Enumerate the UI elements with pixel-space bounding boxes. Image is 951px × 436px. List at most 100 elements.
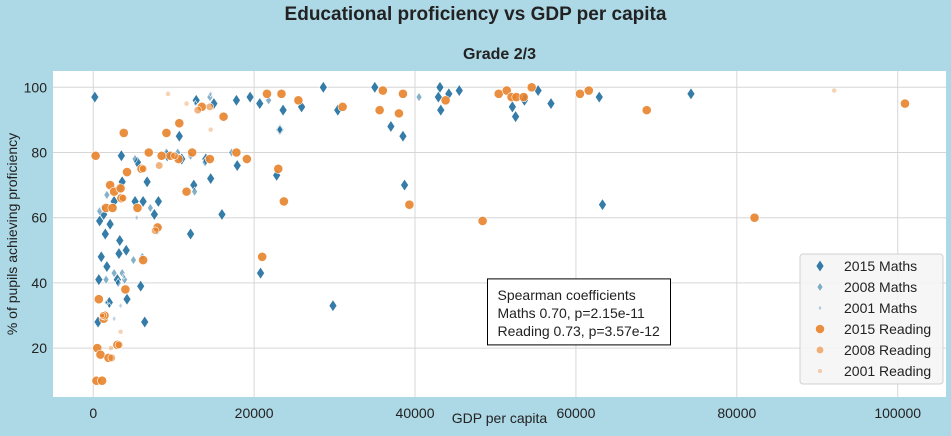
data-point (193, 100, 198, 108)
legend-marker (817, 304, 823, 312)
data-point (232, 158, 242, 173)
data-point (900, 98, 910, 109)
legend-label: 2008 Maths (844, 279, 917, 295)
x-tick-label: 80000 (717, 405, 756, 421)
data-point (118, 128, 129, 138)
data-point (278, 196, 289, 207)
figure-title: Educational proficiency vs GDP per capit… (284, 4, 667, 25)
data-point (207, 126, 214, 133)
data-point (174, 129, 184, 143)
data-point (118, 267, 126, 279)
data-point (831, 87, 838, 94)
data-point (115, 183, 126, 194)
data-point (96, 250, 106, 264)
data-point (107, 203, 118, 213)
data-point (110, 267, 118, 279)
data-point (165, 90, 171, 97)
data-point (99, 312, 105, 319)
legend-label: 2015 Reading (844, 321, 931, 337)
data-point (121, 272, 127, 280)
data-point (120, 284, 131, 295)
data-points (90, 80, 910, 386)
data-point (138, 255, 149, 265)
data-point (477, 216, 488, 226)
data-point (435, 80, 445, 94)
data-point (245, 90, 255, 104)
data-point (328, 299, 338, 313)
y-tick-label: 20 (31, 340, 47, 356)
data-point (400, 178, 409, 192)
data-point (102, 260, 112, 274)
data-point (374, 105, 385, 116)
data-point (232, 93, 241, 107)
data-point (440, 95, 451, 106)
legend-label: 2001 Maths (844, 300, 917, 316)
legend-box (799, 253, 944, 385)
data-point (107, 353, 116, 362)
grid-lines (53, 71, 946, 397)
data-point (191, 93, 201, 107)
data-point (90, 150, 101, 161)
data-point (156, 150, 167, 161)
legend: 2015 Maths 2008 Maths 2001 Maths 2015 Readi… (799, 253, 944, 385)
data-point (204, 154, 215, 164)
y-tick-label: 40 (31, 275, 47, 291)
data-point (276, 88, 287, 99)
data-point (273, 163, 284, 174)
data-point (575, 88, 585, 99)
data-point (118, 302, 123, 310)
data-point (583, 85, 594, 96)
data-point (594, 90, 604, 104)
data-point (122, 167, 132, 177)
data-point (95, 214, 105, 228)
x-tick-labels: 0 20000 40000 60000 80000 100000 (89, 405, 921, 421)
spearman-annotation: Spearman coefficients Maths 0.70, p=2.15e… (487, 278, 671, 346)
data-point (262, 88, 272, 99)
y-tick-labels: 20 40 60 80 100 (24, 79, 48, 356)
data-point (117, 328, 124, 335)
data-point (174, 118, 185, 129)
data-point (436, 103, 446, 117)
x-axis-label: GDP per capita (452, 410, 548, 426)
data-point (181, 186, 192, 197)
data-point (97, 375, 107, 386)
data-point (370, 80, 380, 94)
x-tick-label: 60000 (556, 405, 595, 421)
data-point (118, 194, 128, 203)
data-point (377, 85, 388, 96)
data-point (117, 149, 126, 163)
x-tick-label: 0 (89, 405, 97, 421)
data-point (255, 97, 265, 111)
data-point (386, 119, 396, 133)
data-point (187, 147, 198, 158)
data-point (526, 82, 537, 93)
data-point (186, 227, 195, 241)
series-2001-reading (99, 87, 838, 351)
data-point (98, 311, 107, 320)
data-point (102, 274, 110, 285)
data-point (546, 97, 556, 111)
data-point (108, 345, 114, 351)
data-point (183, 100, 190, 107)
data-point (398, 88, 408, 99)
data-point (90, 90, 100, 104)
data-point (598, 198, 607, 212)
series-2008-reading (98, 102, 214, 362)
annotation-line: Maths 0.70, p=2.15e-11 (498, 305, 645, 321)
data-point (111, 315, 117, 323)
x-tick-label: 20000 (235, 405, 274, 421)
data-point (150, 207, 159, 221)
data-point (218, 111, 229, 122)
data-point (415, 91, 423, 103)
data-point (143, 147, 154, 158)
data-point (138, 194, 148, 208)
data-point (114, 247, 124, 261)
data-point (121, 243, 131, 257)
data-point (155, 161, 164, 170)
data-point (154, 194, 163, 208)
data-point (206, 172, 216, 186)
y-axis-label: % of pupils achieving proficiency (4, 133, 20, 335)
legend-label: 2008 Reading (844, 342, 931, 358)
x-tick-label: 40000 (396, 405, 435, 421)
